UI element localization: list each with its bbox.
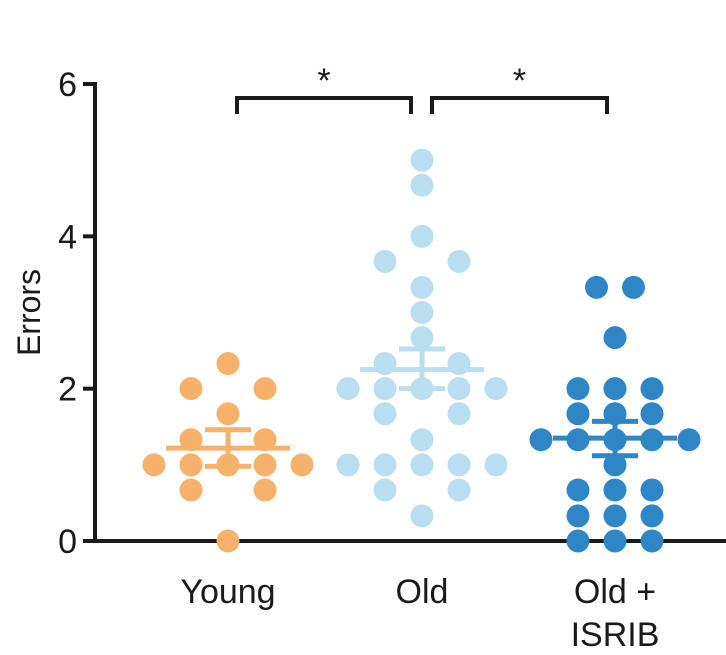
data-point: [529, 428, 553, 452]
data-point: [640, 504, 664, 528]
data-point: [447, 478, 471, 502]
data-point: [142, 453, 166, 477]
data-marks: [142, 96, 701, 553]
data-point: [566, 377, 590, 401]
data-point: [373, 402, 397, 426]
data-point: [410, 326, 434, 350]
significance-bracket: [430, 96, 609, 114]
data-point: [447, 453, 471, 477]
data-point: [484, 377, 508, 401]
data-point: [179, 428, 203, 452]
data-point: [290, 453, 314, 477]
data-point: [585, 275, 608, 299]
data-point: [640, 478, 664, 502]
y-tick-label: 0: [58, 523, 77, 561]
data-point: [410, 148, 434, 172]
data-point: [253, 453, 277, 477]
y-tick-label: 2: [58, 371, 77, 409]
data-point: [640, 377, 664, 401]
y-tick-label: 4: [58, 218, 77, 256]
y-axis-label: Errors: [11, 269, 47, 356]
x-category-label: Old +: [574, 573, 656, 611]
data-point: [179, 478, 203, 502]
data-point: [410, 428, 434, 452]
data-point: [410, 275, 434, 299]
data-point: [373, 377, 397, 401]
data-point: [179, 453, 203, 477]
data-point: [253, 478, 277, 502]
data-point: [410, 301, 434, 324]
significance-bracket: [235, 96, 413, 114]
data-point: [410, 453, 434, 477]
data-point: [336, 377, 360, 401]
data-point: [410, 173, 434, 197]
data-point: [253, 377, 277, 401]
data-point: [410, 504, 434, 528]
data-point: [179, 377, 203, 401]
data-point: [603, 377, 627, 401]
data-point: [566, 402, 590, 426]
data-point: [640, 529, 664, 553]
data-point: [484, 453, 508, 477]
data-point: [603, 529, 627, 553]
data-point: [566, 529, 590, 553]
x-category-label: Young: [180, 573, 275, 611]
data-point: [447, 377, 471, 401]
data-point: [566, 504, 590, 528]
data-point: [603, 453, 627, 477]
data-point: [216, 352, 240, 376]
data-point: [640, 402, 664, 426]
significance-label: *: [513, 62, 526, 100]
data-point: [447, 249, 471, 273]
data-point: [622, 275, 645, 299]
data-point: [410, 224, 434, 248]
data-point: [216, 529, 240, 553]
data-point: [603, 478, 627, 502]
data-point: [336, 453, 360, 477]
data-point: [677, 428, 701, 452]
x-category-label: ISRIB: [571, 616, 660, 654]
significance-label: *: [317, 62, 330, 100]
data-point: [603, 326, 627, 350]
labels: 0 2 4 6 Errors Young Old Old + ISRIB * *: [11, 62, 659, 654]
axes: [83, 82, 726, 543]
x-category-label: Old: [396, 573, 449, 611]
y-tick-label: 6: [58, 66, 77, 104]
data-point: [566, 478, 590, 502]
data-point: [253, 428, 277, 452]
data-point: [373, 453, 397, 477]
data-point: [447, 402, 471, 426]
data-point: [373, 249, 397, 273]
data-point: [373, 478, 397, 502]
data-point: [216, 402, 240, 426]
data-point: [603, 504, 627, 528]
